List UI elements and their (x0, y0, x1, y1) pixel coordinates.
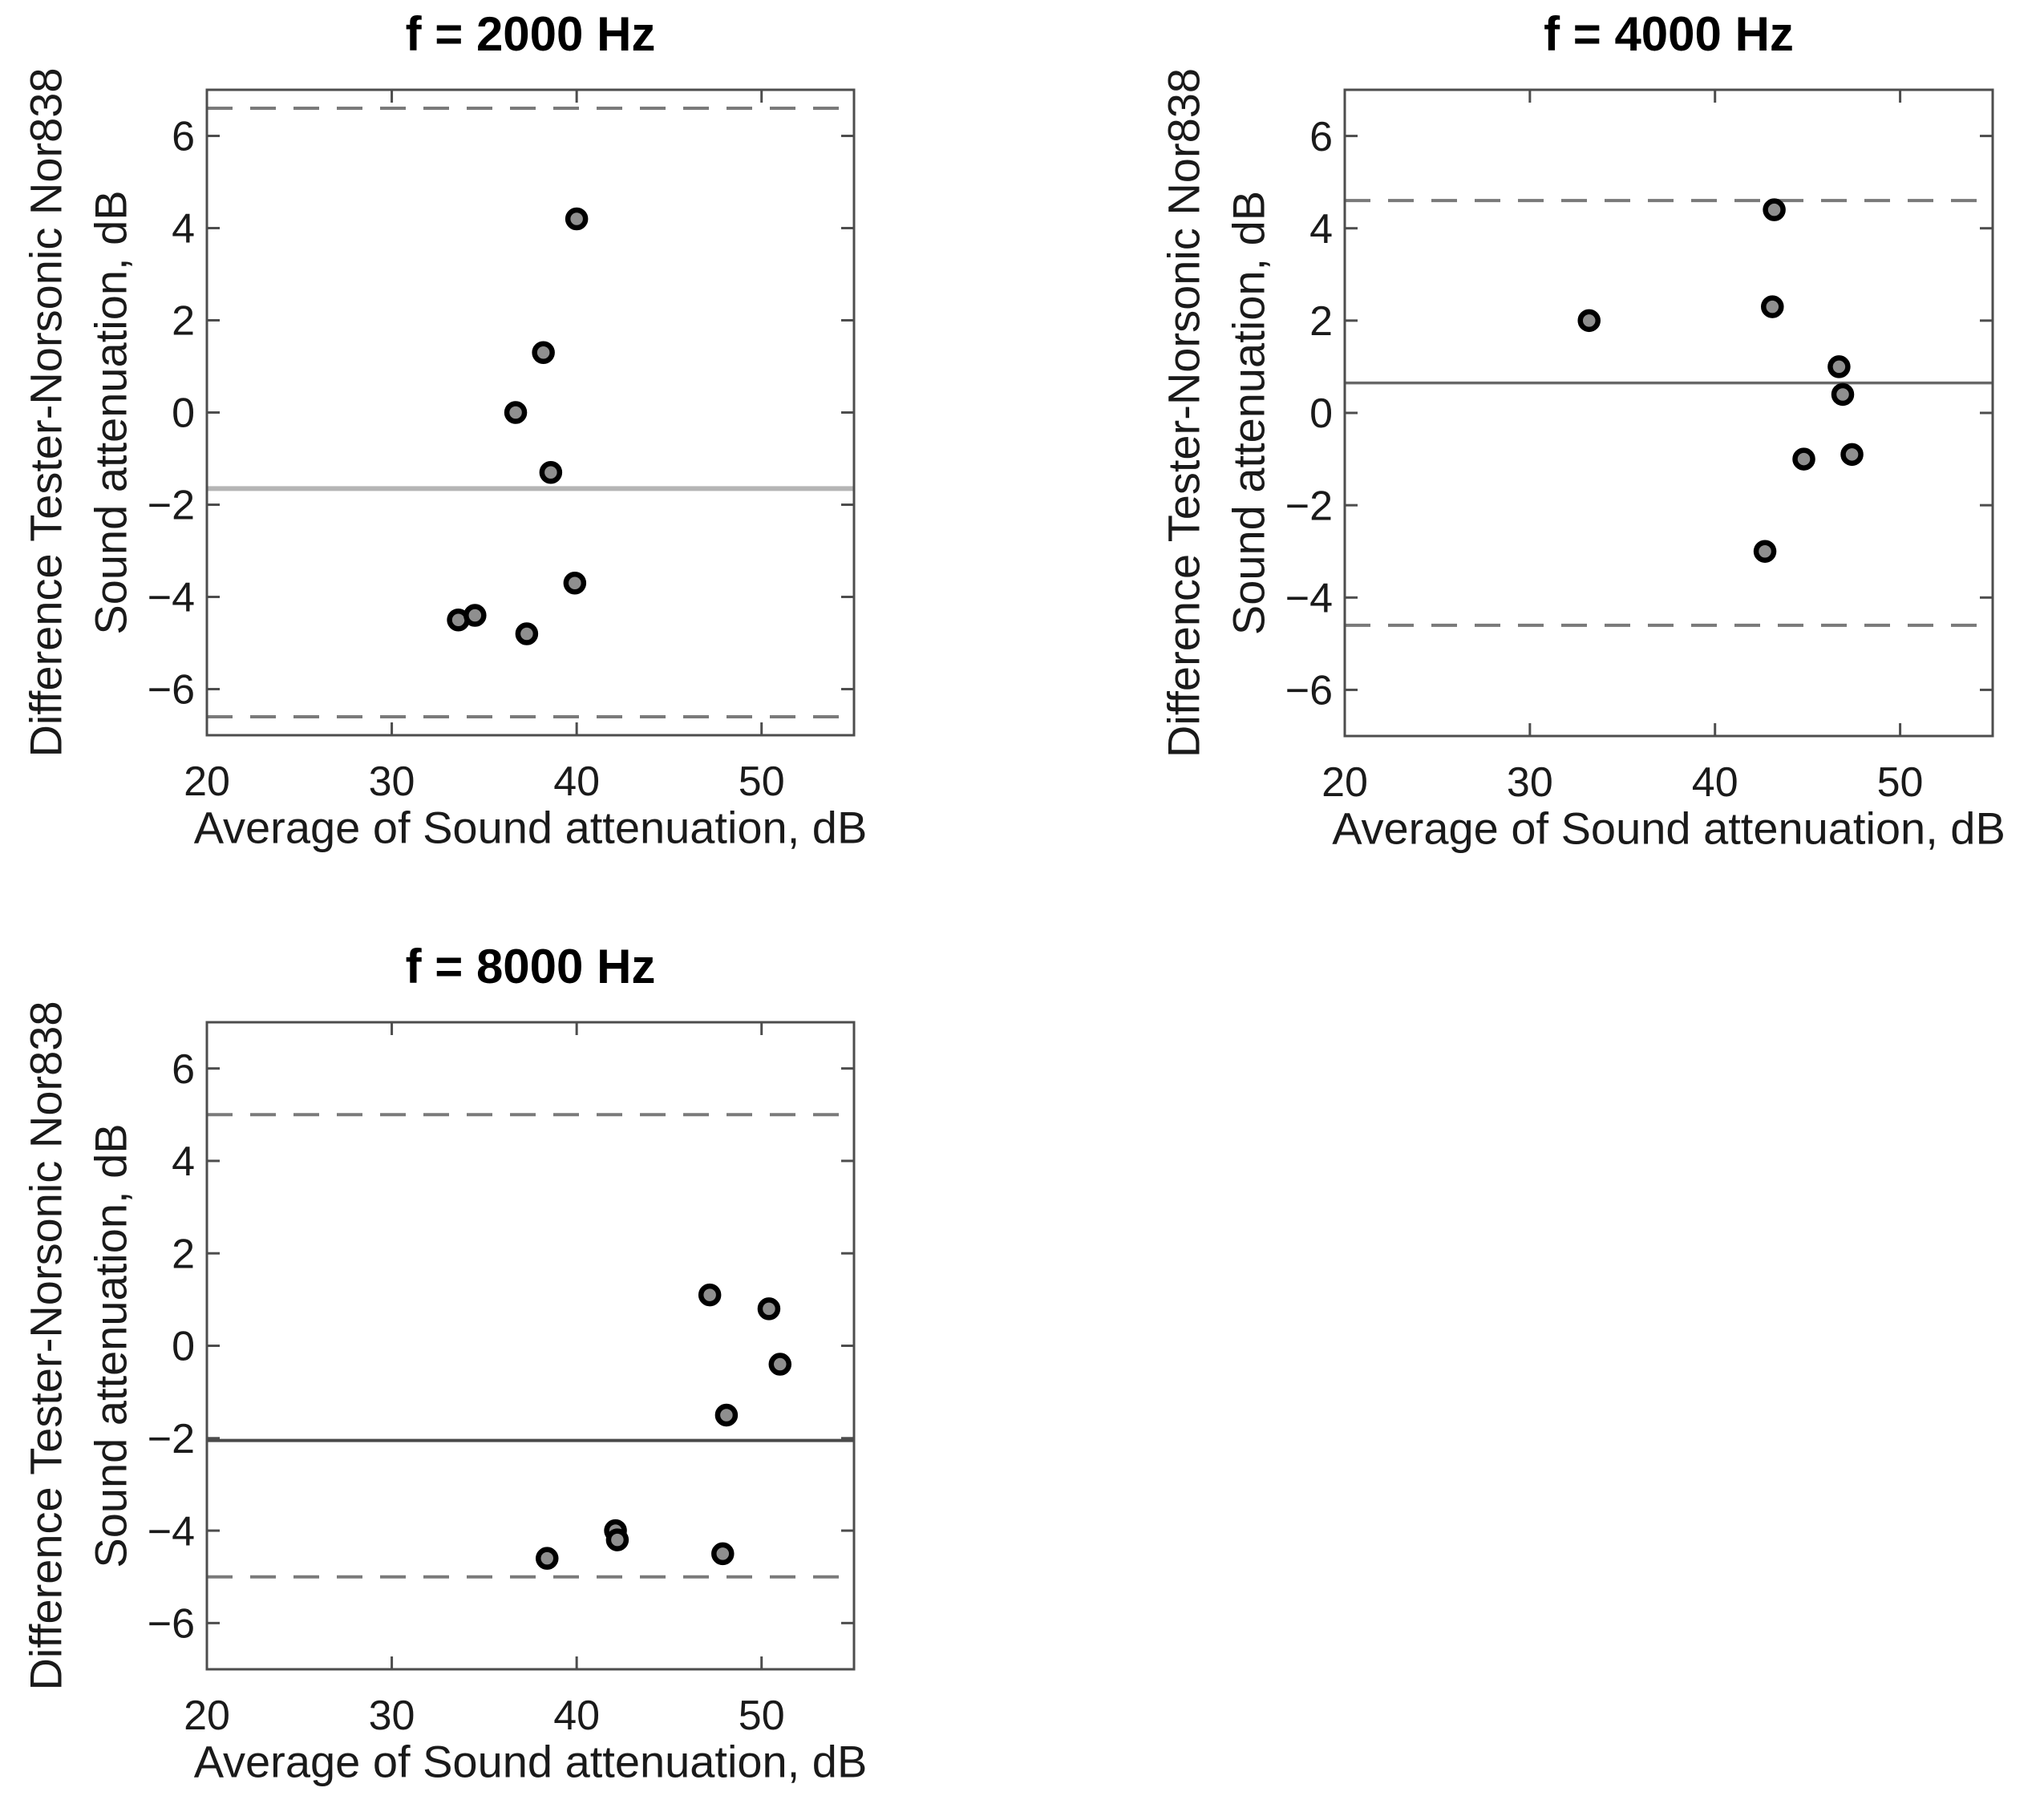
y-tick-label: −4 (148, 1508, 195, 1555)
y-tick-label: 2 (172, 298, 195, 345)
data-point (463, 604, 487, 627)
data-point (1827, 355, 1851, 378)
data-point (1792, 447, 1815, 471)
y-tick-label: −4 (1285, 575, 1333, 621)
data-point (539, 461, 563, 484)
x-axis-label: Average of Sound attenuation, dB (1332, 803, 2006, 854)
x-tick-label: 50 (739, 758, 785, 805)
y-tick-label: 0 (172, 390, 195, 437)
x-tick-label: 20 (184, 758, 230, 805)
data-point (1577, 309, 1601, 333)
y-tick-label: −4 (148, 575, 195, 621)
y-tick-label: −6 (148, 1601, 195, 1648)
data-point (1761, 295, 1784, 318)
y-tick-label: 4 (172, 206, 195, 253)
x-tick-label: 30 (369, 1693, 415, 1739)
plot-box (1343, 88, 1994, 738)
data-point (698, 1283, 722, 1307)
x-axis-label: Average of Sound attenuation, dB (194, 1737, 868, 1787)
y-tick-label: 4 (172, 1139, 195, 1185)
panel-title: f = 2000 Hz (406, 7, 656, 61)
x-tick-label: 40 (553, 1693, 600, 1739)
data-point (757, 1297, 781, 1321)
y-tick-label: −2 (1285, 483, 1333, 529)
x-tick-label: 40 (1692, 759, 1738, 806)
y-axis-label-line1: Difference Tester-Norsonic Nor838 (21, 67, 71, 757)
y-tick-label: −2 (148, 483, 195, 529)
y-axis-label-line2: Sound attenuation, dB (86, 1123, 136, 1567)
data-point (1763, 198, 1786, 221)
y-tick-label: 2 (172, 1231, 195, 1277)
y-axis-label-line2: Sound attenuation, dB (86, 190, 136, 634)
panel-title: f = 8000 Hz (406, 940, 656, 993)
data-point (768, 1353, 792, 1376)
data-point (565, 207, 589, 231)
y-tick-label: 2 (1309, 298, 1333, 345)
y-tick-label: 6 (172, 114, 195, 160)
data-point (714, 1403, 739, 1427)
x-tick-label: 30 (369, 758, 415, 805)
data-point (605, 1528, 629, 1551)
y-axis-label-line1: Difference Tester-Norsonic Nor838 (21, 1001, 71, 1690)
y-axis-label-line1: Difference Tester-Norsonic Nor838 (1159, 68, 1209, 758)
y-tick-label: −2 (148, 1416, 195, 1462)
data-point (711, 1542, 735, 1566)
panel-title: f = 4000 Hz (1544, 7, 1794, 61)
data-point (1831, 382, 1855, 406)
x-tick-label: 50 (739, 1693, 785, 1739)
y-tick-label: 6 (1309, 114, 1333, 160)
data-point (504, 401, 528, 424)
data-point (1840, 443, 1864, 467)
data-point (563, 572, 587, 595)
y-axis-label-line2: Sound attenuation, dB (1224, 191, 1274, 635)
y-tick-label: 4 (1309, 206, 1333, 253)
data-point (532, 341, 555, 364)
x-tick-label: 40 (553, 758, 600, 805)
y-tick-label: −6 (148, 667, 195, 714)
data-point (515, 622, 539, 645)
y-tick-label: 0 (172, 1324, 195, 1370)
y-tick-label: −6 (1285, 668, 1333, 714)
x-tick-label: 50 (1877, 759, 1924, 806)
data-point (536, 1547, 559, 1570)
plot-box (205, 1021, 856, 1671)
y-tick-label: 6 (172, 1046, 195, 1093)
x-tick-label: 20 (184, 1693, 230, 1739)
x-tick-label: 30 (1507, 759, 1553, 806)
y-tick-label: 0 (1309, 390, 1333, 437)
x-axis-label: Average of Sound attenuation, dB (194, 803, 868, 853)
data-point (1753, 540, 1777, 563)
x-tick-label: 20 (1322, 759, 1368, 806)
